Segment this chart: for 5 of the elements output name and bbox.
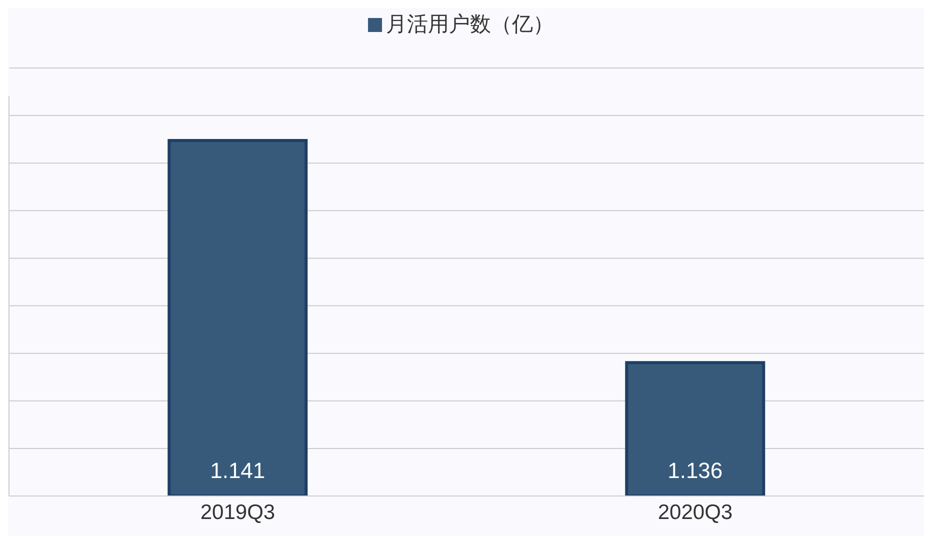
data-label: 1.136	[668, 458, 723, 483]
data-label: 1.141	[210, 458, 266, 483]
x-tick-label: 2020Q3	[658, 500, 733, 524]
x-tick-label: 2019Q3	[200, 500, 276, 524]
legend-label: 月活用户数（亿）	[386, 12, 554, 36]
